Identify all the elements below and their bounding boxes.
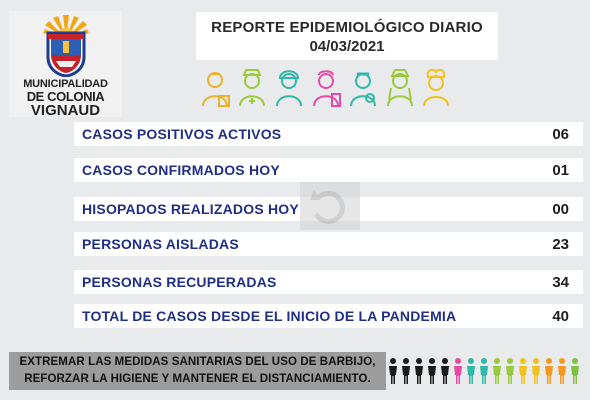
stat-value: 06 [552,126,569,143]
person-icon [402,358,410,384]
hygiene-message-line-2: REFORZAR LA HIGIENE Y MANTENER EL DISTAN… [24,373,371,385]
person-icon [506,358,514,384]
person-icon [454,358,462,384]
stat-value: 34 [552,274,569,291]
person-icon [467,358,475,384]
people-distancing-illustration [389,358,579,384]
stat-label: HISOPADOS REALIZADOS HOY [82,201,299,217]
stat-row-active-cases: CASOS POSITIVOS ACTIVOS 06 [74,122,583,146]
report-date: 04/03/2021 [309,38,385,55]
stat-row-total-cases: TOTAL DE CASOS DESDE EL INICIO DE LA PAN… [74,304,583,328]
person-icon [545,358,553,384]
person-icon [441,358,449,384]
municipality-logo: MUNICIPALIDAD DE COLONIA VIGNAUD [9,11,122,119]
hygiene-message: EXTREMAR LAS MEDIDAS SANITARIAS DEL USO … [9,352,386,390]
stat-value: 23 [552,236,569,253]
nurse-icon [239,69,265,107]
person-icon [428,358,436,384]
stat-value: 01 [552,162,569,179]
stat-label: PERSONAS AISLADAS [82,236,239,252]
worker-icon [276,70,302,107]
stat-row-confirmed-today: CASOS CONFIRMADOS HOY 01 [74,158,583,182]
stat-value: 40 [552,308,569,325]
shield-icon [46,31,86,77]
person-icon [389,358,397,384]
person-icon [571,358,579,384]
hygiene-message-line-1: EXTREMAR LAS MEDIDAS SANITARIAS DEL USO … [19,356,376,368]
stat-value: 00 [552,201,569,218]
stat-label: TOTAL DE CASOS DESDE EL INICIO DE LA PAN… [82,308,457,324]
person-icon [519,358,527,384]
medic-icon [350,72,376,107]
person-icon [415,358,423,384]
logo-line-3: VIGNAUD [30,102,101,119]
person-icon [558,358,566,384]
logo-line-2: DE COLONIA [26,89,105,104]
stat-label: PERSONAS RECUPERADAS [82,274,277,290]
stat-label: CASOS CONFIRMADOS HOY [82,162,280,178]
caregiver-icon [387,69,413,107]
health-workers-illustration [202,68,449,107]
stat-row-isolated: PERSONAS AISLADAS 23 [74,232,583,256]
stat-row-recovered: PERSONAS RECUPERADAS 34 [74,270,583,294]
logo-line-1: MUNICIPALIDAD [23,78,108,90]
person-icon [480,358,488,384]
watermark-icon [300,182,360,230]
stat-label: CASOS POSITIVOS ACTIVOS [82,126,282,142]
pharmacist-icon [313,70,341,107]
person-icon [493,358,501,384]
chef-icon [423,68,449,107]
person-icon [532,358,540,384]
doctor-icon [202,72,230,107]
report-title: REPORTE EPIDEMIOLÓGICO DIARIO [211,19,483,36]
report-header: REPORTE EPIDEMIOLÓGICO DIARIO 04/03/2021 [196,12,498,60]
